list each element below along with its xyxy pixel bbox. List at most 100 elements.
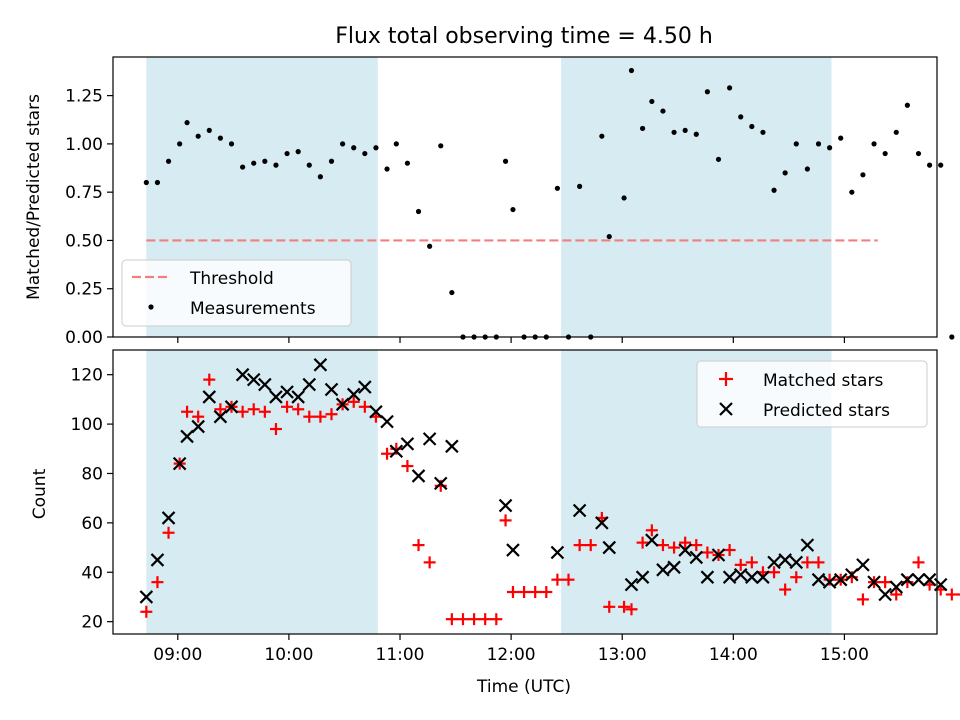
matched-stars-point — [401, 460, 414, 473]
measurement-point — [871, 141, 877, 147]
measurement-point — [693, 131, 699, 137]
y-tick-label: 60 — [81, 514, 103, 534]
predicted-stars-point — [722, 570, 737, 584]
shaded-span-1 — [146, 350, 378, 634]
matched-stars-point — [690, 539, 703, 552]
matched-stars-point — [656, 539, 669, 552]
matched-stars-point — [162, 526, 175, 539]
measurement-point — [438, 143, 444, 149]
predicted-stars-point — [595, 516, 609, 530]
top-y-axis-label: Matched/Predicted stars — [24, 94, 44, 300]
measurement-point — [295, 149, 301, 155]
measurement-point — [682, 127, 688, 133]
matched-stars-point — [745, 556, 758, 569]
matched-stars-point — [723, 544, 736, 557]
measurement-point — [926, 162, 933, 168]
measurement-point — [893, 129, 899, 135]
predicted-stars-point — [498, 498, 513, 513]
predicted-stars-point — [269, 390, 283, 404]
predicted-stars-point — [445, 439, 459, 454]
matched-stars-point — [490, 613, 503, 626]
y-tick-label: 1.25 — [65, 87, 103, 107]
measurement-point — [749, 123, 755, 130]
measurement-point — [165, 158, 172, 164]
matched-stars-point — [269, 423, 282, 436]
matched-stars-point — [779, 583, 792, 596]
predicted-stars-point — [778, 553, 792, 567]
legend-predicted-swatch — [719, 402, 733, 416]
measurement-point — [206, 127, 212, 133]
y-tick-label: 0.75 — [65, 183, 103, 203]
y-tick-label: 40 — [81, 563, 103, 583]
predicted-stars-point — [624, 577, 639, 592]
measurement-point — [362, 150, 368, 157]
matched-stars-point — [151, 576, 164, 589]
matched-stars-point — [423, 556, 436, 569]
predicted-stars-point — [389, 444, 404, 459]
measurement-point — [577, 183, 583, 189]
y-tick-label: 0.00 — [65, 328, 103, 348]
matched-stars-point — [734, 558, 747, 571]
matched-stars-point — [912, 556, 925, 569]
predicted-stars-point — [733, 567, 748, 582]
measurement-point — [738, 114, 744, 120]
predicted-stars-point — [922, 572, 937, 587]
predicted-stars-point — [235, 367, 250, 382]
bottom-y-axis-label: Count — [30, 468, 50, 519]
measurement-point — [154, 179, 161, 186]
measurement-point — [273, 162, 279, 168]
predicted-stars-point — [346, 387, 361, 402]
predicted-stars-point — [400, 437, 415, 451]
predicted-stars-point — [291, 390, 305, 404]
matched-stars-point — [768, 566, 781, 579]
predicted-stars-point — [411, 469, 426, 483]
matched-stars-point — [140, 605, 153, 618]
measurement-point — [404, 160, 411, 166]
matched-stars-point — [192, 410, 205, 423]
matched-stars-point — [445, 613, 458, 626]
measurement-point — [793, 141, 799, 147]
measurement-point — [502, 158, 509, 164]
measurement-point — [184, 120, 190, 126]
measurement-point — [938, 162, 944, 168]
predicted-stars-point — [711, 548, 726, 562]
predicted-stars-point — [656, 563, 670, 577]
matched-stars-point — [468, 613, 481, 626]
predicted-stars-point — [833, 572, 848, 587]
measurement-point — [827, 145, 833, 151]
y-tick-label: 120 — [71, 366, 103, 386]
x-tick-label: 15:00 — [820, 645, 869, 665]
y-tick-label: 1.00 — [65, 135, 103, 155]
matched-stars-point — [679, 536, 692, 549]
measurement-point — [715, 156, 722, 162]
predicted-stars-point — [433, 476, 448, 491]
measurement-point — [606, 233, 612, 240]
shaded-span-2 — [561, 57, 832, 337]
matched-stars-point — [562, 573, 575, 586]
predicted-stars-point — [324, 382, 339, 397]
matched-stars-point — [303, 410, 316, 423]
measurement-point — [915, 150, 922, 157]
measurement-point — [427, 243, 433, 249]
predicted-stars-point — [358, 380, 372, 394]
matched-stars-point — [181, 405, 194, 418]
legend-measurements-label: Measurements — [190, 299, 316, 319]
matched-stars-point — [625, 603, 638, 616]
matched-stars-point — [701, 546, 714, 559]
measurement-point — [649, 98, 655, 105]
predicted-stars-point — [246, 372, 261, 387]
matched-stars-point — [325, 408, 338, 421]
matched-stars-point — [381, 447, 394, 460]
matched-stars-point — [790, 571, 803, 584]
matched-stars-point — [236, 405, 249, 418]
predicted-stars-point — [161, 511, 176, 525]
matched-stars-point — [499, 514, 512, 527]
predicted-stars-point — [280, 385, 294, 399]
predicted-stars-point — [911, 572, 926, 587]
legend-predicted-label: Predicted stars — [763, 401, 890, 421]
predicted-stars-point — [789, 555, 804, 570]
measurement-point — [240, 164, 246, 170]
measurement-point — [195, 133, 201, 139]
matched-stars-point — [668, 541, 681, 554]
predicted-stars-point — [745, 570, 759, 584]
